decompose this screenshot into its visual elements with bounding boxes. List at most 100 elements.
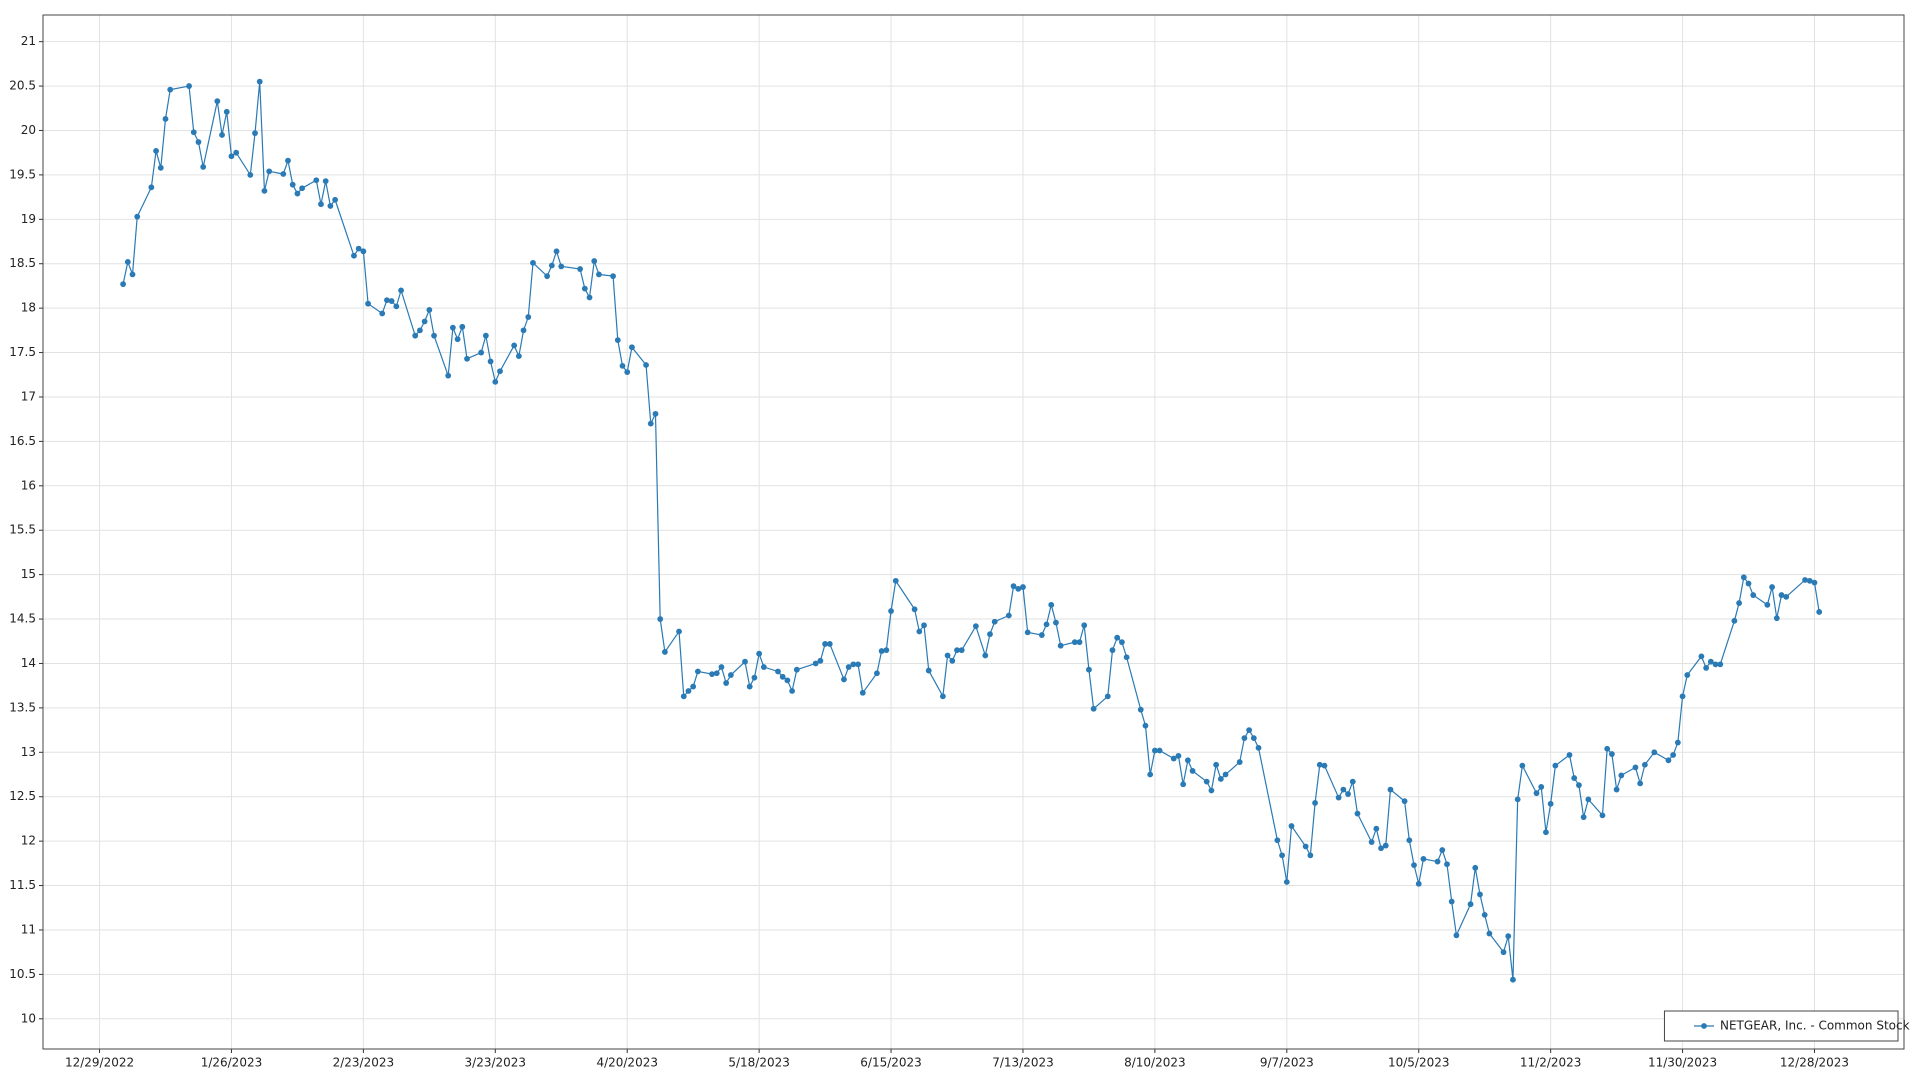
data-point <box>1081 622 1088 629</box>
data-point <box>1255 744 1262 751</box>
data-point <box>445 372 452 379</box>
data-point <box>1467 901 1474 908</box>
data-point <box>1137 706 1144 713</box>
data-point <box>1576 782 1582 789</box>
data-point <box>1189 768 1196 774</box>
data-point <box>1382 842 1389 849</box>
data-point <box>1005 612 1012 619</box>
data-point <box>709 671 715 678</box>
data-point <box>1740 574 1747 581</box>
data-point <box>313 177 320 184</box>
data-point <box>685 688 692 694</box>
data-point <box>1147 771 1154 778</box>
data-point <box>162 116 169 122</box>
data-point <box>1698 653 1705 660</box>
data-point <box>1123 654 1130 661</box>
y-tick-label: 14 <box>21 656 36 670</box>
data-point <box>1500 949 1507 956</box>
data-point <box>1773 615 1780 622</box>
data-point <box>398 287 404 294</box>
data-point <box>384 297 390 304</box>
data-point <box>1057 642 1064 649</box>
data-point <box>784 677 791 684</box>
data-point <box>459 323 466 330</box>
y-tick-label: 15 <box>21 567 36 581</box>
data-point <box>1283 879 1290 885</box>
x-tick-label: 1/26/2023 <box>201 1056 263 1070</box>
y-tick-label: 12.5 <box>9 789 36 803</box>
data-point <box>1731 617 1738 624</box>
x-tick-label: 8/10/2023 <box>1124 1056 1186 1070</box>
data-point <box>1109 647 1116 654</box>
data-point <box>558 263 565 270</box>
data-point <box>888 608 894 614</box>
data-point <box>1175 752 1182 759</box>
y-tick-label: 11.5 <box>9 878 36 892</box>
data-point <box>214 98 221 105</box>
data-point <box>958 647 965 654</box>
data-point <box>1608 751 1615 757</box>
data-point <box>643 362 649 368</box>
x-tick-label: 10/5/2023 <box>1388 1056 1450 1070</box>
data-point <box>1472 864 1479 871</box>
data-point <box>1811 579 1818 586</box>
data-point <box>760 664 767 670</box>
data-point <box>1816 609 1823 615</box>
series-line <box>122 81 1820 980</box>
data-point <box>657 616 664 622</box>
data-point <box>1802 577 1808 583</box>
data-point <box>426 307 433 313</box>
data-point <box>544 273 551 280</box>
data-point <box>1090 705 1097 712</box>
data-point <box>690 683 697 690</box>
y-tick-label: 18 <box>21 301 36 315</box>
data-point <box>134 213 141 220</box>
data-point <box>779 673 786 680</box>
legend-label: NETGEAR, Inc. - Common Stock <box>1720 1019 1910 1033</box>
data-point <box>1316 761 1323 768</box>
data-point <box>515 353 522 360</box>
data-point <box>972 623 979 630</box>
data-point <box>855 661 861 668</box>
data-point <box>511 342 518 349</box>
y-tick-label: 21 <box>21 34 36 48</box>
data-point <box>1448 898 1455 905</box>
data-point <box>1246 727 1253 733</box>
y-tick-label: 14.5 <box>9 612 36 626</box>
data-point <box>487 358 494 365</box>
data-point <box>379 310 386 317</box>
data-point <box>1806 577 1813 584</box>
data-point <box>1250 735 1257 741</box>
data-point <box>1415 880 1422 887</box>
x-tick-label: 7/13/2023 <box>992 1056 1054 1070</box>
data-point <box>1114 634 1121 641</box>
data-point <box>1618 772 1625 779</box>
data-point <box>365 300 371 307</box>
data-point <box>1213 761 1220 768</box>
data-point <box>1378 845 1384 852</box>
data-point <box>285 157 291 164</box>
data-point <box>1119 639 1125 646</box>
data-point <box>1156 747 1163 754</box>
data-point <box>1368 839 1375 845</box>
y-tick-label: 17 <box>21 389 36 403</box>
data-point <box>1566 752 1573 758</box>
data-point <box>388 298 395 304</box>
data-point <box>775 668 781 675</box>
data-point <box>1552 762 1559 769</box>
data-point <box>841 676 847 683</box>
data-point <box>153 148 159 154</box>
data-point <box>1321 762 1328 769</box>
data-point <box>680 693 687 700</box>
data-point <box>318 201 324 208</box>
data-point <box>280 171 287 177</box>
data-point <box>676 628 682 635</box>
data-point <box>845 664 852 670</box>
data-point <box>619 362 626 369</box>
data-point <box>233 149 240 156</box>
data-point <box>492 378 499 385</box>
data-point <box>157 164 164 171</box>
data-point <box>497 368 503 375</box>
data-point <box>1288 823 1295 829</box>
data-point <box>247 171 254 178</box>
